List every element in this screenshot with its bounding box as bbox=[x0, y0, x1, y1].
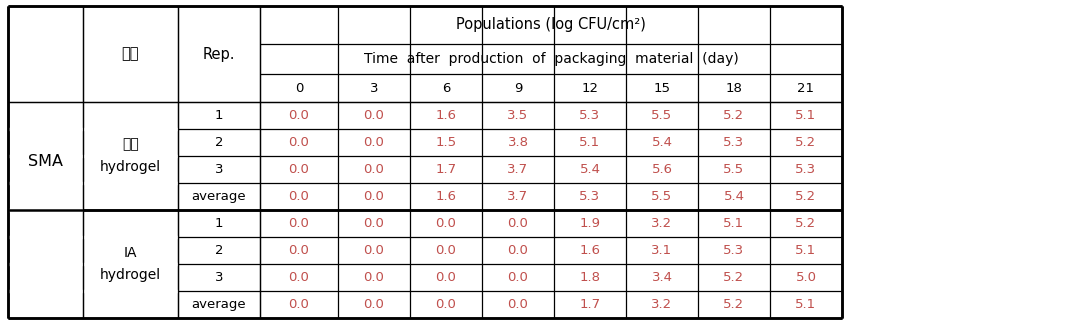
Text: 5.1: 5.1 bbox=[796, 244, 816, 257]
Text: 0.0: 0.0 bbox=[436, 271, 457, 284]
Text: 0.0: 0.0 bbox=[289, 217, 310, 230]
Text: average: average bbox=[192, 190, 246, 203]
Text: 9: 9 bbox=[513, 81, 522, 94]
Text: 0.0: 0.0 bbox=[364, 136, 385, 149]
Text: 5.1: 5.1 bbox=[724, 217, 744, 230]
Text: 5.3: 5.3 bbox=[724, 136, 744, 149]
Text: 0.0: 0.0 bbox=[508, 217, 529, 230]
Text: 1.9: 1.9 bbox=[580, 217, 601, 230]
Text: 0.0: 0.0 bbox=[289, 298, 310, 311]
Text: 5.3: 5.3 bbox=[580, 109, 601, 122]
Text: 5.3: 5.3 bbox=[580, 190, 601, 203]
Text: 0.0: 0.0 bbox=[436, 244, 457, 257]
Text: 3: 3 bbox=[370, 81, 378, 94]
Text: 0.0: 0.0 bbox=[508, 298, 529, 311]
Text: 구분: 구분 bbox=[122, 47, 140, 62]
Text: 0.0: 0.0 bbox=[364, 298, 385, 311]
Text: 5.6: 5.6 bbox=[652, 163, 673, 176]
Text: 5.5: 5.5 bbox=[724, 163, 744, 176]
Text: 1.7: 1.7 bbox=[580, 298, 601, 311]
Text: 3.5: 3.5 bbox=[508, 109, 529, 122]
Text: 0.0: 0.0 bbox=[289, 190, 310, 203]
Text: Rep.: Rep. bbox=[203, 47, 235, 62]
Text: 5.1: 5.1 bbox=[796, 109, 816, 122]
Text: 5.3: 5.3 bbox=[796, 163, 816, 176]
Text: 기존
hydrogel: 기존 hydrogel bbox=[100, 138, 161, 175]
Text: 0.0: 0.0 bbox=[364, 217, 385, 230]
Text: 3.7: 3.7 bbox=[508, 190, 529, 203]
Text: 5.3: 5.3 bbox=[724, 244, 744, 257]
Text: 5.1: 5.1 bbox=[796, 298, 816, 311]
Text: average: average bbox=[192, 298, 246, 311]
Text: 1: 1 bbox=[215, 109, 223, 122]
Text: 3: 3 bbox=[215, 163, 223, 176]
Text: 5.2: 5.2 bbox=[724, 109, 744, 122]
Text: 2: 2 bbox=[215, 244, 223, 257]
Text: 5.2: 5.2 bbox=[796, 190, 816, 203]
Text: IA
hydrogel: IA hydrogel bbox=[100, 246, 161, 282]
Text: 5.4: 5.4 bbox=[652, 136, 673, 149]
Text: 5.2: 5.2 bbox=[724, 271, 744, 284]
Text: 5.2: 5.2 bbox=[796, 136, 816, 149]
Text: 3.8: 3.8 bbox=[508, 136, 529, 149]
Text: SMA: SMA bbox=[28, 154, 63, 170]
Text: 1.8: 1.8 bbox=[580, 271, 601, 284]
Text: 5.4: 5.4 bbox=[724, 190, 744, 203]
Text: Time  after  production  of  packaging  material  (day): Time after production of packaging mater… bbox=[364, 52, 738, 66]
Text: 0.0: 0.0 bbox=[364, 271, 385, 284]
Text: 5.1: 5.1 bbox=[580, 136, 601, 149]
Text: 1: 1 bbox=[215, 217, 223, 230]
Text: 0.0: 0.0 bbox=[289, 109, 310, 122]
Text: 3.1: 3.1 bbox=[652, 244, 673, 257]
Text: 0.0: 0.0 bbox=[364, 190, 385, 203]
Text: 0.0: 0.0 bbox=[508, 244, 529, 257]
Text: 21: 21 bbox=[798, 81, 814, 94]
Text: 5.0: 5.0 bbox=[796, 271, 816, 284]
Text: 2: 2 bbox=[215, 136, 223, 149]
Text: 12: 12 bbox=[581, 81, 598, 94]
Text: 0.0: 0.0 bbox=[364, 163, 385, 176]
Text: 1.6: 1.6 bbox=[580, 244, 601, 257]
Text: 0.0: 0.0 bbox=[289, 136, 310, 149]
Text: 1.6: 1.6 bbox=[436, 190, 457, 203]
Text: 3.4: 3.4 bbox=[652, 271, 673, 284]
Text: 0.0: 0.0 bbox=[508, 271, 529, 284]
Text: 5.4: 5.4 bbox=[580, 163, 601, 176]
Text: 3.2: 3.2 bbox=[652, 298, 673, 311]
Text: 3: 3 bbox=[215, 271, 223, 284]
Text: 3.2: 3.2 bbox=[652, 217, 673, 230]
Text: 0: 0 bbox=[294, 81, 303, 94]
Text: 5.2: 5.2 bbox=[724, 298, 744, 311]
Text: 18: 18 bbox=[726, 81, 742, 94]
Text: 0.0: 0.0 bbox=[364, 244, 385, 257]
Text: 5.2: 5.2 bbox=[796, 217, 816, 230]
Text: 0.0: 0.0 bbox=[364, 109, 385, 122]
Text: 0.0: 0.0 bbox=[289, 244, 310, 257]
Text: Populations (log CFU/cm²): Populations (log CFU/cm²) bbox=[456, 17, 646, 32]
Text: 0.0: 0.0 bbox=[289, 271, 310, 284]
Text: 1.7: 1.7 bbox=[435, 163, 457, 176]
Text: 6: 6 bbox=[441, 81, 450, 94]
Text: 5.5: 5.5 bbox=[652, 109, 673, 122]
Text: 3.7: 3.7 bbox=[508, 163, 529, 176]
Text: 1.6: 1.6 bbox=[436, 109, 457, 122]
Text: 0.0: 0.0 bbox=[289, 163, 310, 176]
Text: 0.0: 0.0 bbox=[436, 217, 457, 230]
Text: 5.5: 5.5 bbox=[652, 190, 673, 203]
Text: 0.0: 0.0 bbox=[436, 298, 457, 311]
Text: 1.5: 1.5 bbox=[435, 136, 457, 149]
Text: 15: 15 bbox=[654, 81, 670, 94]
